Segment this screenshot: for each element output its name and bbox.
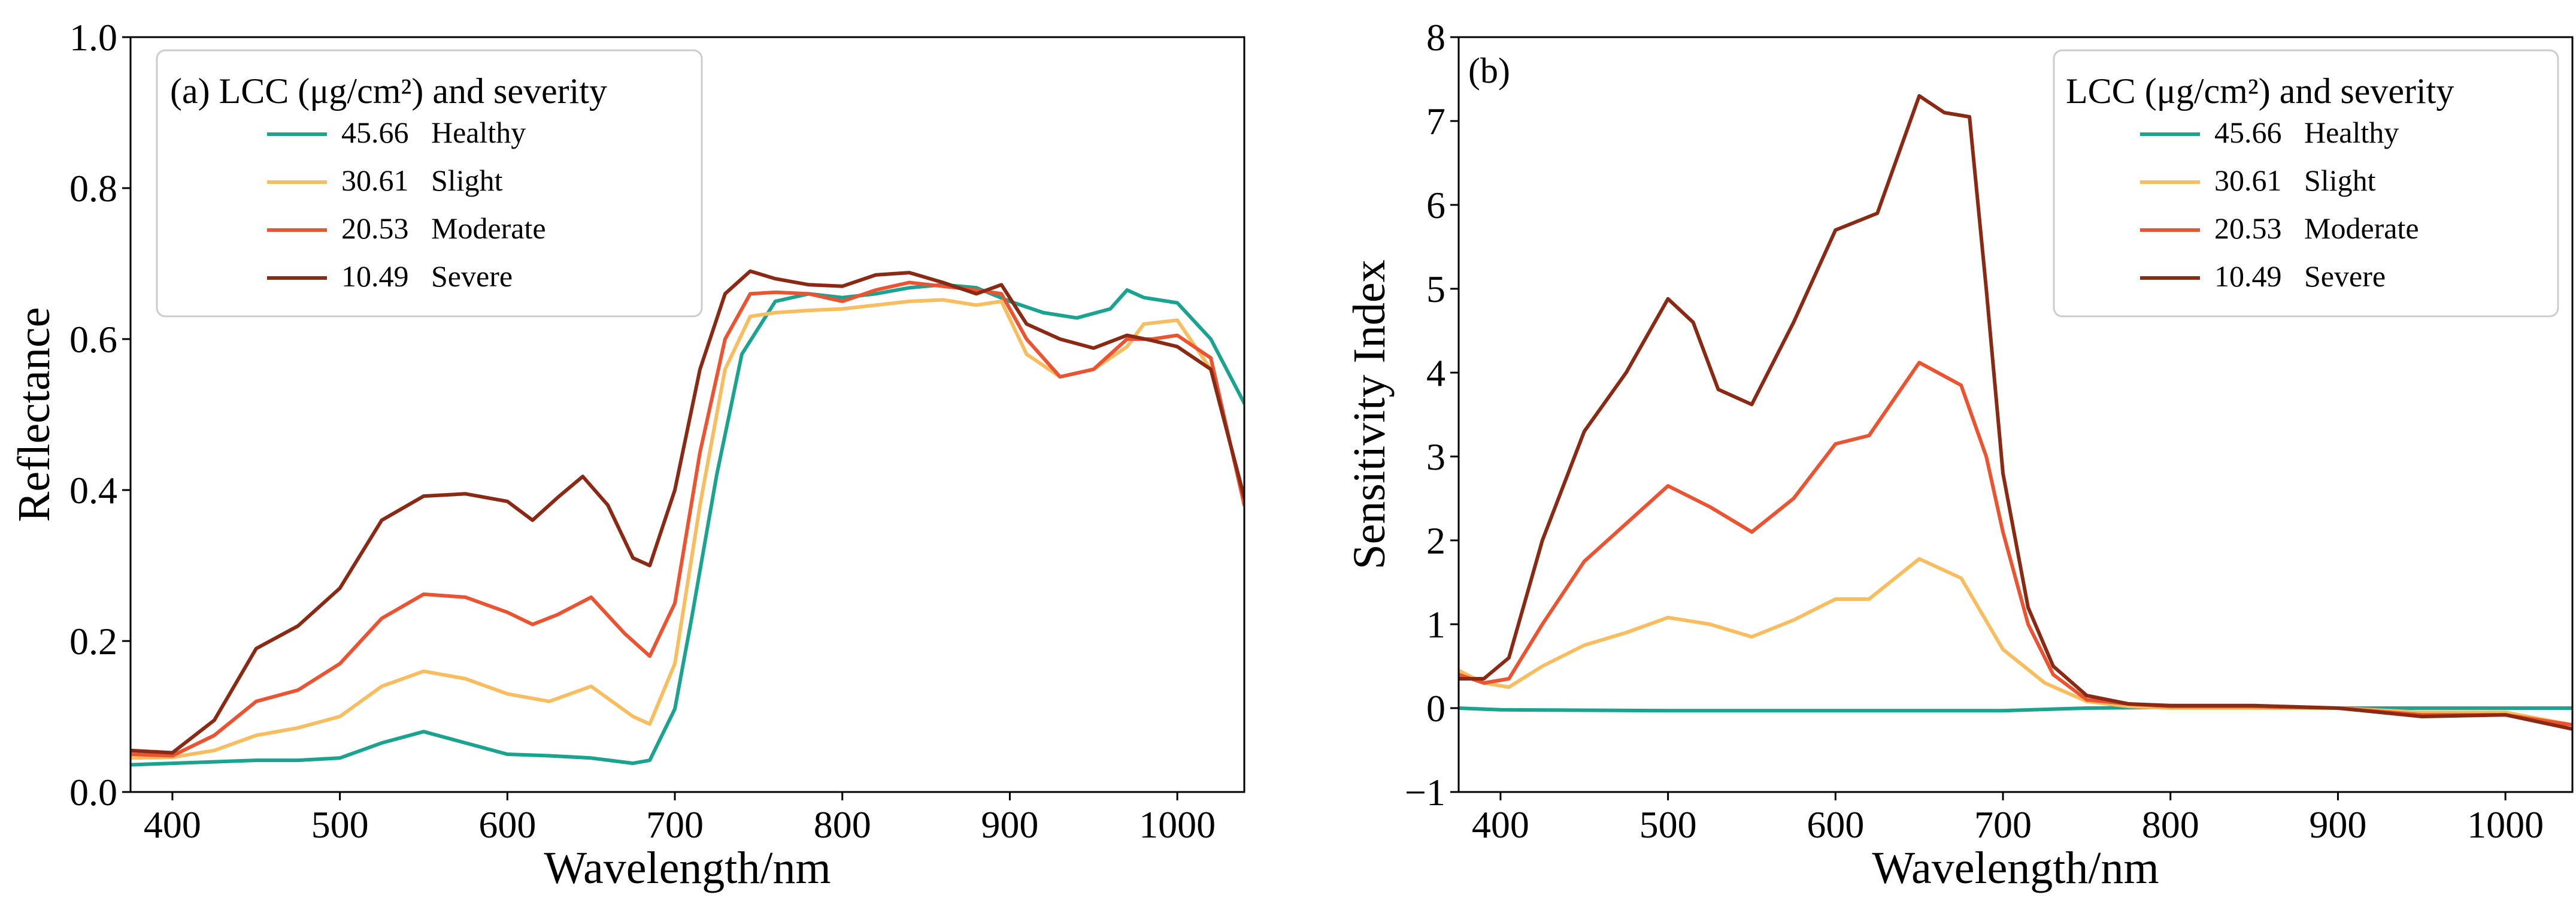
y-tick-label: 0.0 [69,771,117,814]
x-tick-label: 400 [144,803,201,846]
y-tick-label: 6 [1426,184,1445,226]
x-tick-label: 700 [1974,803,2032,846]
legend-value-moderate: 20.53 [341,211,409,245]
legend-label-severe: Severe [431,259,513,293]
series-line-moderate [131,280,1244,758]
x-tick-label: 900 [981,803,1038,846]
legend-label-healthy: Healthy [431,116,526,149]
panel-a-plot-frame [129,36,1245,793]
panel-a-legend-box [156,49,703,318]
x-tick-label: 800 [814,803,871,846]
legend-label-moderate: Moderate [431,211,546,245]
series-line-severe [1459,94,2572,731]
y-tick-label: 0.8 [69,167,117,210]
x-tick-label: 500 [311,803,369,846]
y-tick-label: 7 [1426,100,1445,143]
x-tick-label: 400 [1472,803,1529,846]
series-line-healthy [131,283,1244,767]
legend-value-healthy: 45.66 [341,116,409,149]
x-tick-label: 1000 [1139,803,1216,846]
y-tick-label: 3 [1426,436,1445,478]
legend-label-slight: Slight [431,164,503,197]
y-tick-label: 4 [1426,352,1445,394]
panel-b-legend-title: LCC (μg/cm²) and severity [2066,71,2454,111]
legend-label-moderate: Moderate [2304,211,2419,245]
legend-value-severe: 10.49 [2214,259,2282,293]
x-tick-label: 900 [2309,803,2366,846]
panel-b-y-axis-label: Sensitivity Index [1344,259,1395,569]
series-line-healthy [1459,705,2572,713]
legend-value-moderate: 20.53 [2214,211,2282,245]
legend-label-severe: Severe [2304,259,2386,293]
y-tick-label: 0.6 [69,318,117,361]
panel-a-y-axis-label: Reflectance [9,307,59,522]
panel-a-reflectance-chart: 400 500 600 700 800 900 1000 0.0 0.2 0.4 0.6 0.8 1.0… [9,16,1245,893]
panel-a-legend-title: (a) LCC (μg/cm²) and severity [170,71,607,111]
x-tick-label: 700 [646,803,704,846]
panel-b-legend: LCC (μg/cm²) and severity 45.66 Healthy 30… [2053,49,2559,318]
panel-b-plot-frame [1457,36,2574,793]
legend-label-slight: Slight [2304,164,2376,197]
y-tick-label: 0.4 [69,469,117,512]
legend-value-severe: 10.49 [341,259,409,293]
x-tick-label: 500 [1639,803,1697,846]
legend-value-slight: 30.61 [341,164,409,197]
y-tick-label: −1 [1405,771,1445,814]
panel-b-sensitivity-chart: 400 500 600 700 800 900 1000 −1 0 1 2 3 4 5 6 7 8 (b) Se… [1344,16,2574,893]
y-tick-label: 5 [1426,268,1445,310]
y-tick-label: 1 [1426,603,1445,646]
y-tick-label: 0.2 [69,620,117,663]
x-tick-label: 600 [1807,803,1864,846]
panel-b-x-axis-label: Wavelength/nm [1872,843,2159,893]
panel-a-x-axis-label: Wavelength/nm [544,843,831,893]
series-line-severe [131,269,1244,755]
panel-b-legend-box [2053,49,2559,318]
y-tick-label: 1.0 [69,16,117,59]
y-tick-label: 2 [1426,519,1445,562]
y-tick-label: 8 [1426,16,1445,59]
panel-b-tag: (b) [1468,51,1510,90]
legend-value-slight: 30.61 [2214,164,2282,197]
panel-a-legend: (a) LCC (μg/cm²) and severity 45.66 Healt… [156,49,703,318]
y-tick-label: 0 [1426,687,1445,730]
x-tick-label: 800 [2142,803,2199,846]
legend-value-healthy: 45.66 [2214,116,2282,149]
x-tick-label: 600 [478,803,536,846]
x-tick-label: 1000 [2467,803,2544,846]
legend-label-healthy: Healthy [2304,116,2399,149]
